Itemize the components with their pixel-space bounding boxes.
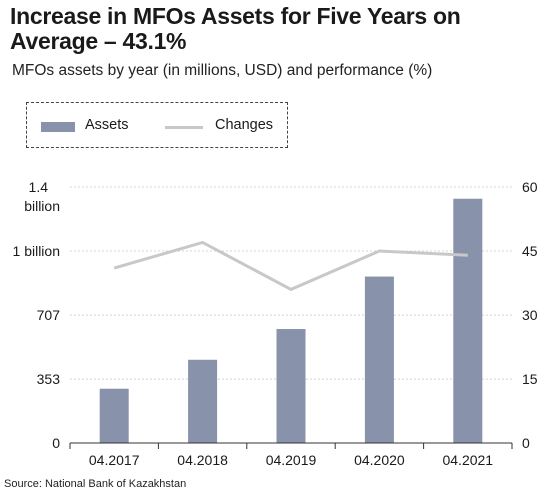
x-tick-label: 04.2019 [266,452,317,468]
changes-line [113,240,468,292]
x-tick-label: 04.2020 [354,452,405,468]
x-tick-label: 04.2021 [442,452,493,468]
assets-bar [99,388,129,443]
right-tick-label: 45 [522,243,538,259]
assets-bar [453,198,483,443]
left-tick-label: 353 [37,371,61,387]
legend-assets-label: Assets [85,117,129,133]
left-tick-label: 707 [37,307,61,323]
legend-changes-swatch [165,126,203,129]
right-tick-label: 0 [522,435,530,451]
chart-legend: Assets Changes [26,102,288,148]
chart-subtitle: MFOs assets by year (in millions, USD) a… [12,62,433,79]
right-tick-label: 30 [522,307,538,323]
left-tick-label: 1 billion [13,243,60,259]
assets-bar [188,359,218,443]
left-tick-label: 1.4 billion [24,179,60,214]
x-tick-label: 04.2018 [177,452,228,468]
assets-bar [364,276,394,443]
right-tick-label: 15 [522,371,538,387]
assets-bar [276,329,306,443]
left-tick-label: 0 [52,435,60,451]
x-tick-label: 04.2017 [89,452,140,468]
source-note: Source: National Bank of Kazakhstan [4,478,187,490]
legend-assets-swatch [41,122,75,132]
right-tick-label: 60 [522,179,538,195]
legend-changes-label: Changes [215,117,274,133]
page-title: Increase in MFOs Assets for Five Years o… [10,3,461,54]
